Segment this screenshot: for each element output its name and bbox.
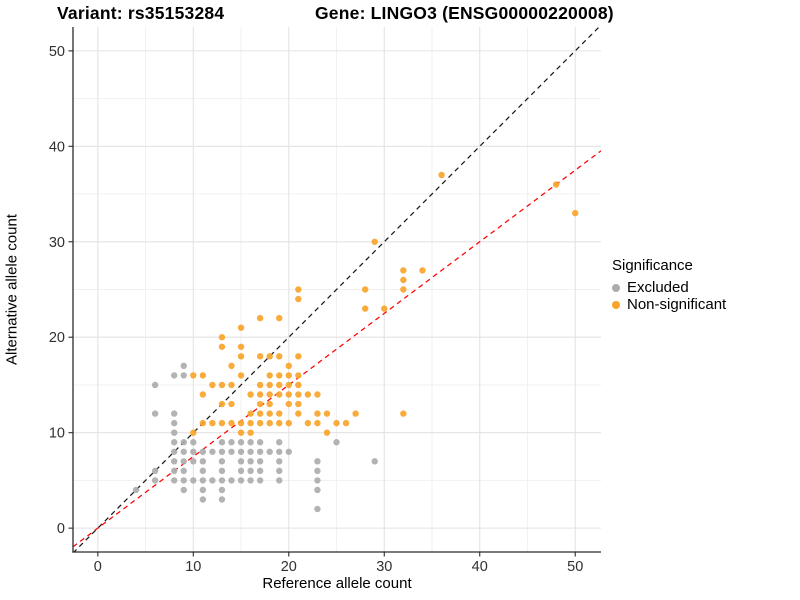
y-tick-label: 0 [57, 521, 65, 537]
x-tick-label: 40 [472, 559, 488, 575]
x-tick-label: 10 [185, 559, 201, 575]
y-tick-label: 30 [49, 235, 65, 251]
y-tick-label: 20 [49, 330, 65, 346]
points-non-significant [190, 171, 579, 436]
variant-title: Variant: rs35153284 [57, 3, 225, 23]
points-excluded [132, 362, 378, 513]
legend-item-excluded: Excluded [612, 279, 726, 296]
legend: Significance Excluded Non-significant [612, 257, 726, 313]
x-tick-label: 20 [281, 559, 297, 575]
y-tick-label: 50 [49, 44, 65, 60]
x-axis-title: Reference allele count [262, 575, 412, 592]
legend-item-label: Excluded [627, 279, 689, 296]
legend-key-dot-icon [612, 300, 620, 309]
x-tick-label: 0 [94, 559, 102, 575]
y-axis-title: Alternative allele count [3, 214, 21, 365]
legend-item-label: Non-significant [627, 296, 727, 313]
legend-key-dot-icon [612, 283, 620, 292]
legend-items: Excluded Non-significant [612, 279, 726, 313]
gene-title: Gene: LINGO3 (ENSG00000220008) [315, 3, 614, 23]
legend-item-non-significant: Non-significant [612, 296, 726, 313]
reference-lines [73, 27, 601, 552]
identity-line [73, 27, 600, 552]
axis-lines [72, 27, 601, 553]
y-tick-label: 40 [49, 139, 65, 155]
expected-ratio-line [73, 150, 601, 548]
legend-title: Significance [612, 257, 693, 274]
x-tick-label: 50 [567, 559, 583, 575]
x-tick-label: 30 [376, 559, 392, 575]
axis-ticks: 0 10 20 30 40 50 0 10 20 30 40 50 [49, 44, 583, 575]
y-tick-label: 10 [49, 426, 65, 442]
